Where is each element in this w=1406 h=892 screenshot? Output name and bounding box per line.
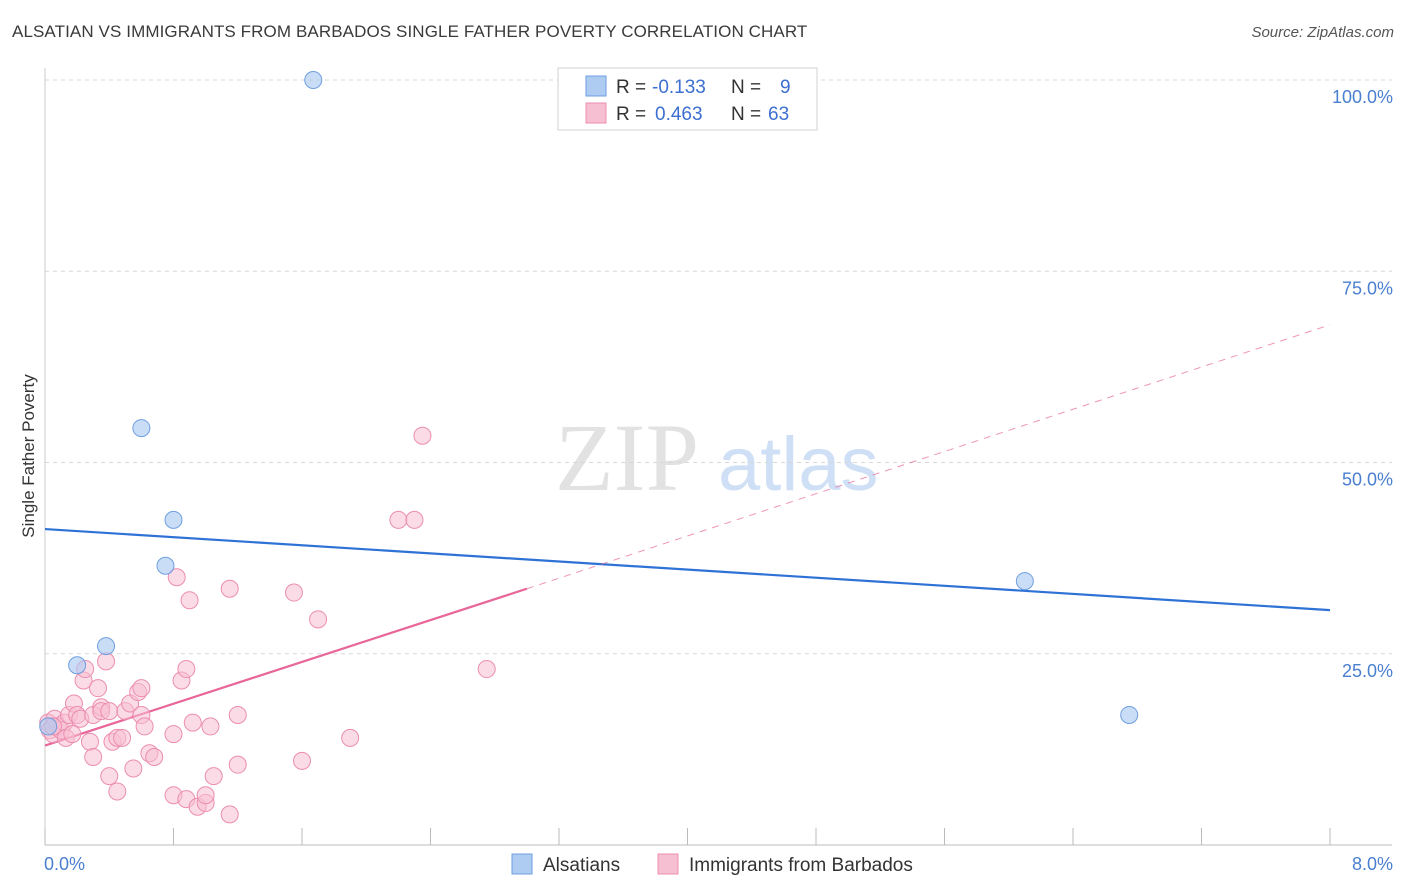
y-tick-label: 100.0% [1332, 87, 1393, 107]
data-point-barbados [113, 728, 132, 747]
data-point-barbados [309, 610, 328, 629]
bottom-legend-swatch-barbados [657, 853, 679, 875]
data-point-barbados [204, 767, 223, 786]
series-legend: Alsatians Immigrants from Barbados [511, 853, 913, 876]
legend-r-label-alsatians: R = [616, 77, 646, 98]
data-point-barbados [284, 583, 303, 602]
data-point-barbados [220, 805, 239, 824]
y-tick-label: 75.0% [1342, 278, 1393, 298]
data-point-barbados [167, 568, 186, 587]
watermark: ZIP atlas [555, 404, 879, 511]
data-point-barbados [80, 732, 99, 751]
legend-n-label-barbados: N = [731, 104, 761, 125]
data-point-alsatians [97, 637, 116, 656]
data-point-alsatians [156, 556, 175, 575]
data-point-alsatians [132, 419, 151, 438]
data-point-alsatians [39, 717, 58, 736]
data-points [39, 71, 1139, 824]
stats-legend: R = -0.133 N = 9 R = 0.463 N = 63 [557, 67, 818, 131]
bottom-legend-label-alsatians: Alsatians [543, 855, 620, 876]
data-point-barbados [135, 717, 154, 736]
grid-lines [45, 79, 1392, 655]
data-point-barbados [145, 748, 164, 767]
data-point-barbados [220, 579, 239, 598]
data-point-barbados [477, 660, 496, 679]
data-point-barbados [341, 728, 360, 747]
tick-labels: 25.0% 50.0% 75.0% 100.0% 0.0% 8.0% [44, 87, 1393, 874]
data-point-barbados [63, 725, 82, 744]
data-point-barbados [84, 748, 103, 767]
legend-n-label-alsatians: N = [731, 77, 761, 98]
trend-line-alsatians [44, 527, 1331, 612]
data-point-barbados [108, 782, 127, 801]
legend-n-value-barbados: 63 [768, 104, 789, 125]
data-point-barbados [228, 755, 247, 774]
trend-line-barbados [44, 587, 528, 747]
data-point-barbados [293, 751, 311, 770]
legend-n-value-alsatians: 9 [780, 77, 791, 98]
trend-line-barbados-extension [526, 324, 1331, 590]
data-point-barbados [89, 679, 108, 698]
bottom-legend-label-barbados: Immigrants from Barbados [689, 855, 913, 876]
data-point-barbados [180, 591, 199, 610]
data-point-alsatians [1015, 572, 1034, 591]
data-point-barbados [405, 510, 424, 529]
data-point-barbados [228, 705, 247, 724]
data-point-barbados [201, 717, 220, 736]
legend-r-value-alsatians: -0.133 [652, 77, 706, 98]
data-point-barbados [164, 725, 183, 744]
data-point-alsatians [1120, 705, 1139, 724]
data-point-barbados [124, 759, 143, 778]
data-point-barbados [389, 510, 408, 529]
y-tick-label: 25.0% [1342, 661, 1393, 681]
x-tick-label: 8.0% [1352, 854, 1393, 874]
x-tick-label: 0.0% [44, 854, 85, 874]
data-point-barbados [177, 660, 196, 679]
data-point-barbados [196, 786, 215, 805]
data-point-alsatians [68, 656, 87, 675]
watermark-zip: ZIP [555, 404, 699, 511]
data-point-barbados [100, 767, 119, 786]
data-point-barbados [413, 426, 432, 445]
legend-r-label-barbados: R = [616, 104, 646, 125]
data-point-alsatians [304, 71, 323, 89]
y-tick-label: 50.0% [1342, 470, 1393, 490]
data-point-barbados [183, 713, 202, 732]
trend-lines [44, 324, 1331, 747]
data-point-barbados [100, 702, 119, 721]
data-point-barbados [132, 679, 151, 698]
chart-title: ALSATIAN VS IMMIGRANTS FROM BARBADOS SIN… [12, 22, 808, 41]
legend-swatch-barbados [585, 102, 607, 124]
legend-swatch-alsatians [585, 75, 607, 97]
y-axis-label: Single Father Poverty [19, 374, 38, 538]
data-point-alsatians [164, 510, 183, 529]
watermark-atlas: atlas [718, 422, 879, 507]
source-label: Source: ZipAtlas.com [1251, 24, 1394, 41]
bottom-legend-swatch-alsatians [511, 853, 533, 875]
data-point-barbados [97, 652, 116, 671]
legend-r-value-barbados: 0.463 [655, 104, 703, 125]
